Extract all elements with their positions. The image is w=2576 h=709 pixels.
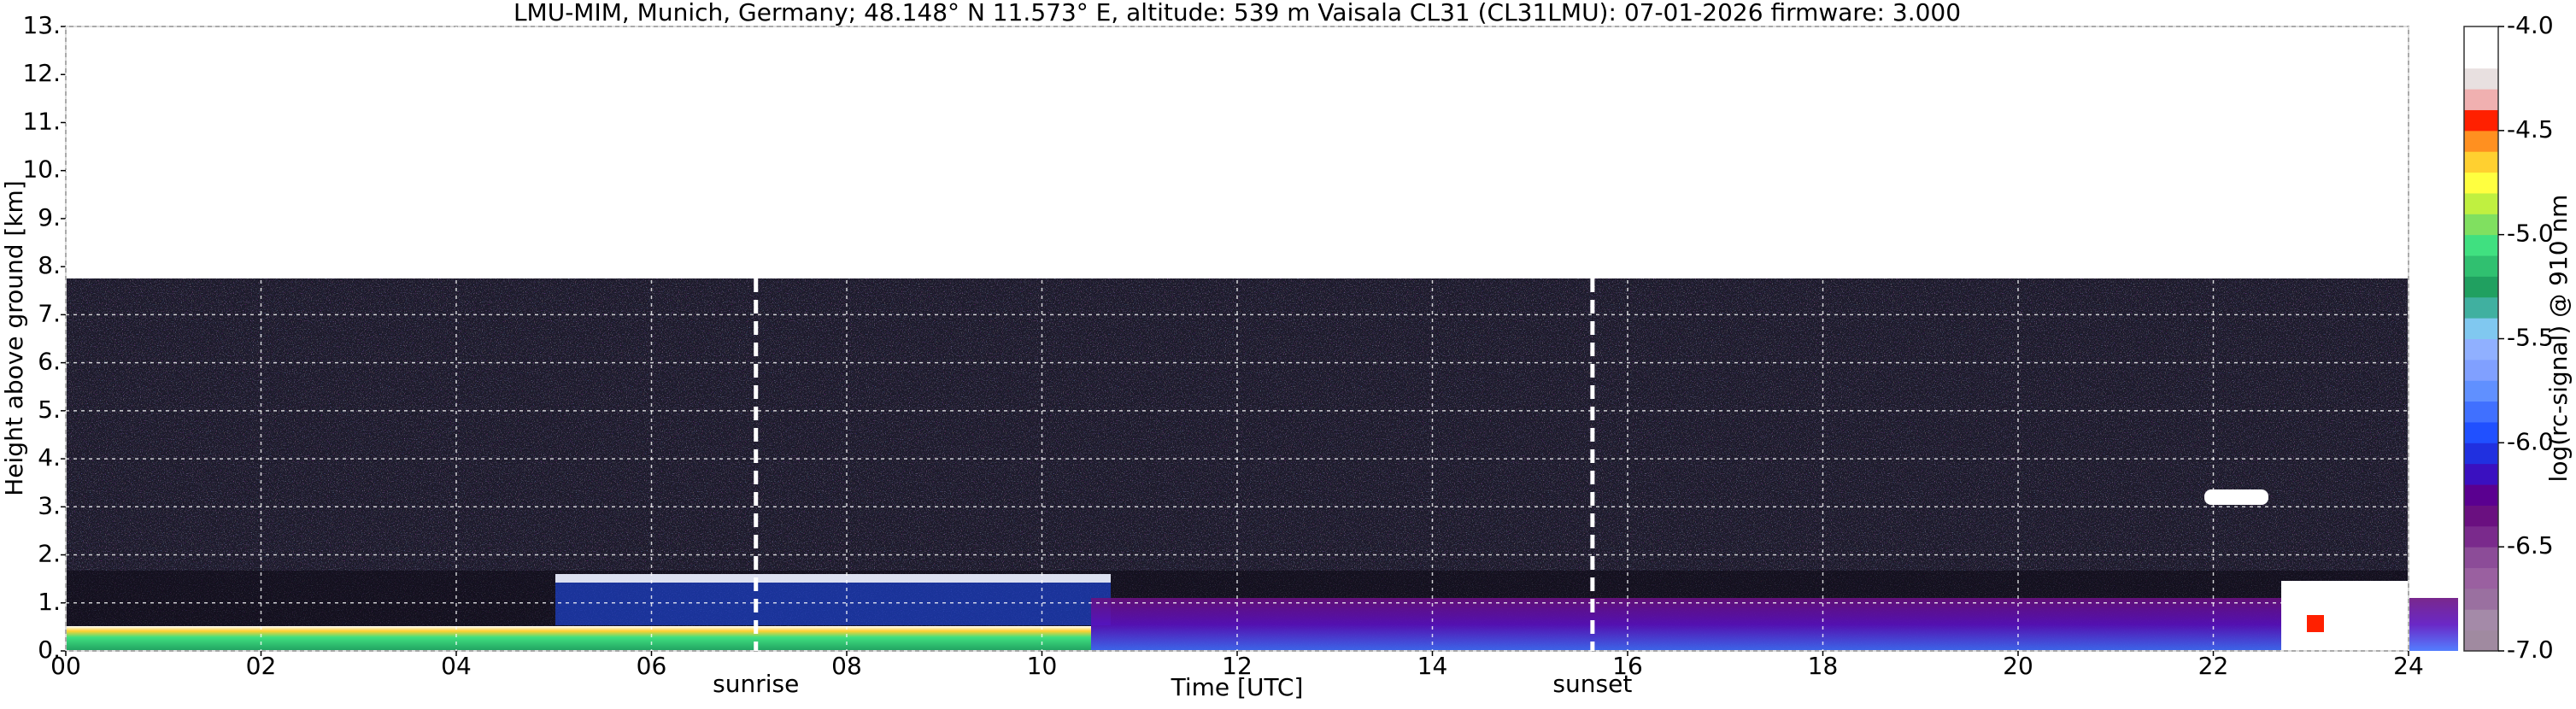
colorbar-segment bbox=[2464, 26, 2498, 48]
x-tick-label: 12 bbox=[1222, 652, 1253, 680]
y-tick-label: 8. bbox=[38, 251, 61, 279]
colorbar-segment bbox=[2464, 567, 2498, 589]
x-tick-label: 18 bbox=[1808, 652, 1839, 680]
colorbar-tick-label: -5.0 bbox=[2507, 220, 2554, 248]
colorbar-segment bbox=[2464, 47, 2498, 69]
colorbar-segment bbox=[2464, 318, 2498, 339]
colorbar-segment bbox=[2464, 609, 2498, 631]
y-tick-label: 9. bbox=[38, 203, 61, 231]
x-tick-label: 02 bbox=[246, 652, 277, 680]
cloud-core bbox=[2307, 615, 2324, 632]
colorbar-segment bbox=[2464, 525, 2498, 548]
x-axis-label: Time [UTC] bbox=[1171, 673, 1304, 701]
y-tick-label: 6. bbox=[38, 348, 61, 376]
colorbar-segment bbox=[2464, 89, 2498, 110]
colorbar-segment bbox=[2464, 421, 2498, 443]
colorbar-segment bbox=[2464, 276, 2498, 298]
colorbar-segment bbox=[2464, 463, 2498, 485]
backscatter-field bbox=[66, 278, 2458, 651]
colorbar-segment bbox=[2464, 380, 2498, 402]
colorbar-segment bbox=[2464, 442, 2498, 465]
colorbar-segment bbox=[2464, 109, 2498, 132]
x-tick-label: 10 bbox=[1027, 652, 1058, 680]
annotation-label: sunset bbox=[1552, 670, 1632, 698]
colorbar-segment bbox=[2464, 255, 2498, 277]
cloud bbox=[2204, 489, 2268, 505]
x-tick-label: 14 bbox=[1417, 652, 1448, 680]
y-tick-label: 13. bbox=[22, 11, 61, 39]
colorbar-segment bbox=[2464, 296, 2498, 319]
night-layer bbox=[1091, 598, 2458, 651]
x-tick-label: 22 bbox=[2198, 652, 2229, 680]
colorbar-segment bbox=[2464, 505, 2498, 527]
colorbar-segment bbox=[2464, 588, 2498, 610]
x-tick-label: 08 bbox=[831, 652, 862, 680]
y-tick-label: 12. bbox=[22, 59, 61, 87]
y-tick-label: 0. bbox=[38, 636, 61, 664]
x-tick-label: 20 bbox=[2003, 652, 2033, 680]
colorbar-segment bbox=[2464, 359, 2498, 381]
boundary-layer bbox=[66, 626, 1091, 651]
colorbar-tick-label: -4.5 bbox=[2507, 115, 2554, 144]
y-tick-label: 2. bbox=[38, 540, 61, 568]
y-tick-label: 11. bbox=[22, 107, 61, 135]
low-cloud bbox=[2281, 581, 2409, 651]
colorbar-segment bbox=[2464, 151, 2498, 173]
annotation-label: sunrise bbox=[713, 670, 799, 698]
y-tick-label: 5. bbox=[38, 396, 61, 424]
y-tick-label: 1. bbox=[38, 588, 61, 616]
colorbar-segment bbox=[2464, 192, 2498, 214]
y-axis-label: Height above ground [km] bbox=[0, 180, 28, 496]
x-tick-label: 16 bbox=[1612, 652, 1643, 680]
colorbar-segment bbox=[2464, 484, 2498, 506]
colorbar-segment bbox=[2464, 234, 2498, 256]
y-tick-label: 10. bbox=[22, 155, 61, 184]
y-tick-label: 7. bbox=[38, 299, 61, 327]
y-tick-label: 3. bbox=[38, 491, 61, 519]
x-tick-label: 06 bbox=[637, 652, 667, 680]
colorbar-tick-label: -7.0 bbox=[2507, 636, 2554, 664]
colorbar-segment bbox=[2464, 547, 2498, 569]
colorbar-segment bbox=[2464, 338, 2498, 360]
colorbar-segment bbox=[2464, 401, 2498, 423]
chart-title: LMU-MIM, Munich, Germany; 48.148° N 11.5… bbox=[513, 0, 1961, 26]
colorbar-tick-label: -5.5 bbox=[2507, 324, 2554, 352]
x-tick-label: 00 bbox=[50, 652, 81, 680]
x-tick-label: 04 bbox=[441, 652, 472, 680]
colorbar-segment bbox=[2464, 67, 2498, 90]
colorbar-segment bbox=[2464, 630, 2498, 652]
colorbar-segment bbox=[2464, 130, 2498, 152]
colorbar-segment bbox=[2464, 214, 2498, 236]
colorbar-label: log(rc-signal) @ 910 nm bbox=[2544, 195, 2573, 483]
colorbar-tick-label: -6.0 bbox=[2507, 427, 2554, 455]
layer-top bbox=[555, 574, 1111, 583]
colorbar-segment bbox=[2464, 172, 2498, 194]
x-tick-label: 24 bbox=[2393, 652, 2424, 680]
colorbar-tick-label: -6.5 bbox=[2507, 531, 2554, 560]
y-tick-label: 4. bbox=[38, 443, 61, 472]
colorbar-tick-label: -4.0 bbox=[2507, 11, 2554, 39]
